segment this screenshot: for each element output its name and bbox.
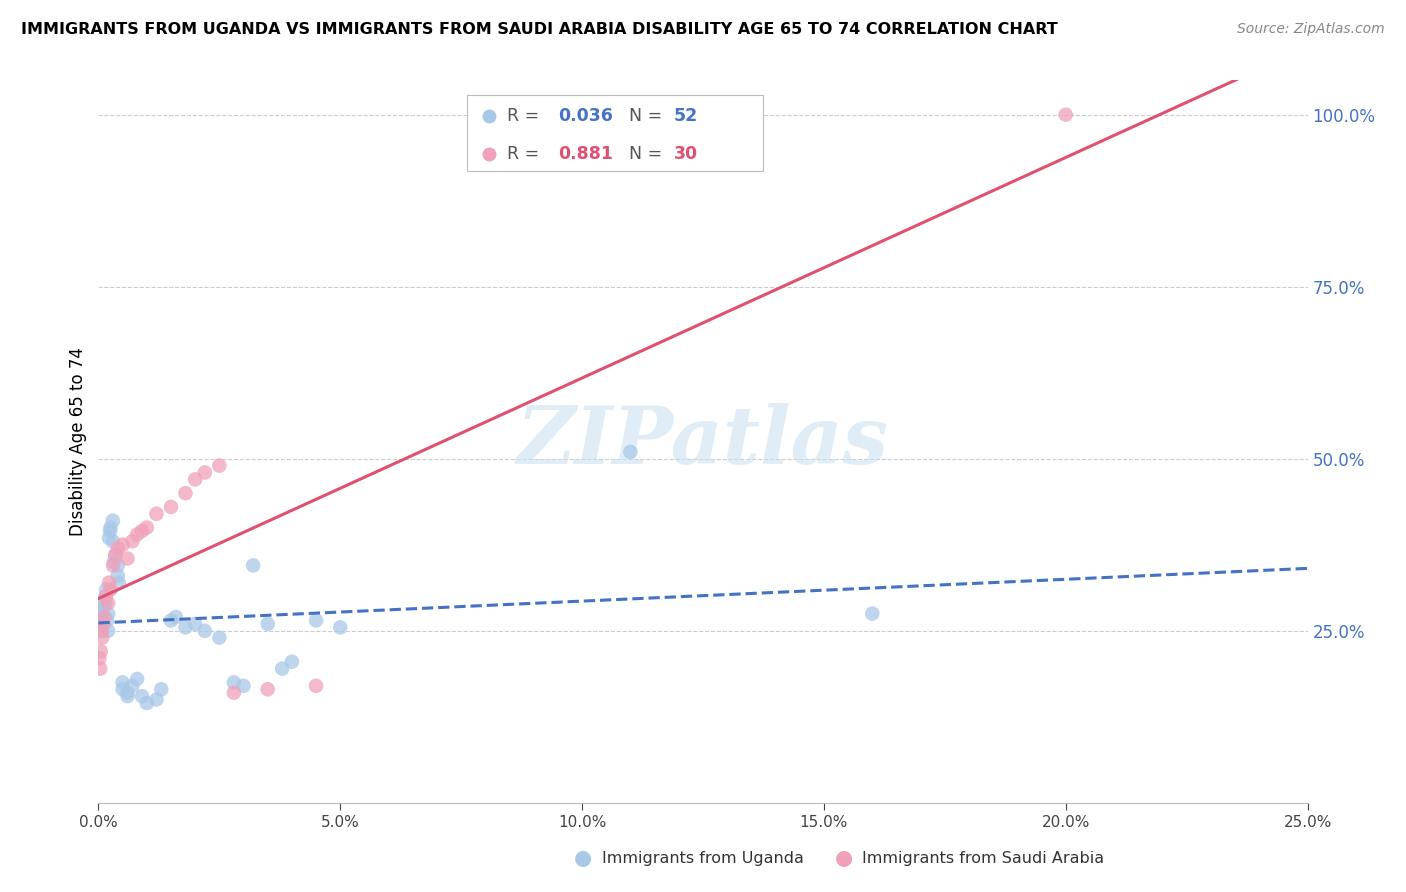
Text: Immigrants from Uganda: Immigrants from Uganda [602, 851, 804, 865]
Point [184, 616, 207, 631]
Point [89, 610, 111, 624]
Point [100, 520, 122, 534]
Point [117, 689, 139, 703]
Point [93, 610, 115, 624]
Point [121, 679, 143, 693]
Point [94, 590, 117, 604]
Point [165, 610, 187, 624]
Point [135, 696, 157, 710]
Point [90, 603, 112, 617]
Point [107, 568, 129, 582]
Point [174, 620, 197, 634]
Point [305, 679, 328, 693]
Point [90, 624, 112, 638]
Point [208, 631, 231, 645]
Point [101, 514, 124, 528]
Point [131, 689, 153, 703]
Point [222, 675, 245, 690]
Point [271, 662, 294, 676]
Point [329, 620, 352, 634]
Bar [467, 95, 763, 170]
Point [208, 458, 231, 473]
Point [242, 558, 264, 573]
Point [194, 466, 217, 480]
Text: Immigrants from Saudi Arabia: Immigrants from Saudi Arabia [862, 851, 1104, 865]
Point [1054, 108, 1077, 122]
Point [91, 616, 114, 631]
Point [127, 672, 149, 686]
Point [619, 445, 641, 459]
Text: N =: N = [619, 107, 668, 125]
Point [101, 534, 124, 549]
Point [117, 686, 139, 700]
Point [135, 520, 157, 534]
Point [222, 686, 245, 700]
Point [91, 624, 114, 638]
Point [97, 596, 120, 610]
Point [860, 607, 883, 621]
Text: R =: R = [508, 145, 550, 163]
Point [89, 614, 111, 628]
Point [93, 610, 115, 624]
Text: 0.036: 0.036 [558, 107, 613, 125]
Point [107, 558, 129, 573]
Text: IMMIGRANTS FROM UGANDA VS IMMIGRANTS FROM SAUDI ARABIA DISABILITY AGE 65 TO 74 C: IMMIGRANTS FROM UGANDA VS IMMIGRANTS FRO… [21, 22, 1057, 37]
Text: ●: ● [575, 848, 592, 868]
Point [174, 486, 197, 500]
Point [90, 620, 112, 634]
Point [97, 624, 120, 638]
Point [91, 599, 114, 614]
Point [256, 616, 278, 631]
Y-axis label: Disability Age 65 to 74: Disability Age 65 to 74 [69, 347, 87, 536]
Point [100, 582, 122, 597]
Text: 30: 30 [673, 145, 699, 163]
Point [96, 614, 118, 628]
Point [94, 590, 117, 604]
Point [94, 596, 117, 610]
Point [98, 524, 121, 538]
Point [98, 575, 121, 590]
Point [160, 614, 183, 628]
Text: 0.881: 0.881 [558, 145, 613, 163]
Point [150, 682, 173, 697]
Point [89, 662, 111, 676]
Point [194, 624, 217, 638]
Point [90, 607, 112, 621]
Point [89, 616, 111, 631]
Point [91, 616, 114, 631]
Point [90, 644, 112, 658]
Point [97, 607, 120, 621]
Text: N =: N = [619, 145, 668, 163]
Point [96, 582, 118, 597]
Point [91, 631, 114, 645]
Text: 52: 52 [673, 107, 699, 125]
Text: Source: ZipAtlas.com: Source: ZipAtlas.com [1237, 22, 1385, 37]
Point [101, 558, 124, 573]
Point [281, 655, 304, 669]
Point [98, 531, 121, 545]
Point [121, 534, 143, 549]
Point [184, 472, 207, 486]
Point [111, 538, 134, 552]
Point [104, 548, 127, 562]
Point [117, 551, 139, 566]
Point [127, 527, 149, 541]
Point [89, 651, 111, 665]
Point [107, 541, 129, 556]
Point [107, 575, 129, 590]
Point [160, 500, 183, 514]
Point [104, 548, 127, 562]
Text: R =: R = [508, 107, 550, 125]
Point [256, 682, 278, 697]
Point [232, 679, 254, 693]
Text: ZIPatlas: ZIPatlas [517, 403, 889, 480]
Point [103, 555, 125, 569]
Point [145, 692, 167, 706]
Point [131, 524, 153, 538]
Point [111, 682, 134, 697]
Point [305, 614, 328, 628]
Point [111, 675, 134, 690]
Point [145, 507, 167, 521]
Text: ●: ● [835, 848, 852, 868]
